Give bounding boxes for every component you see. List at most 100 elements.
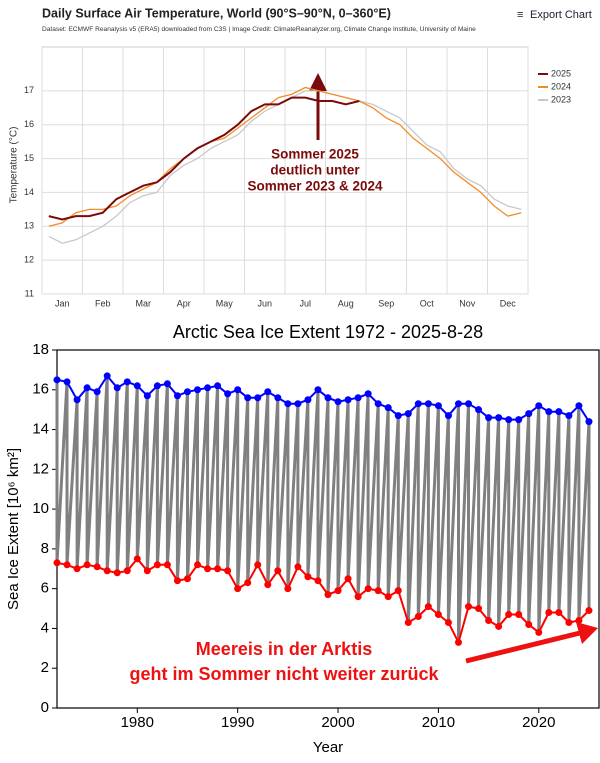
point bbox=[314, 577, 322, 585]
point bbox=[264, 581, 272, 589]
point bbox=[414, 400, 422, 408]
y-tick-label: 8 bbox=[41, 540, 49, 557]
point bbox=[93, 388, 101, 396]
point bbox=[404, 410, 412, 418]
point bbox=[163, 380, 171, 388]
point bbox=[505, 611, 513, 619]
point bbox=[284, 585, 292, 593]
x-tick-label: Aug bbox=[338, 298, 354, 308]
point bbox=[173, 577, 181, 585]
legend-label: 2024 bbox=[551, 81, 571, 91]
legend-label: 2025 bbox=[551, 68, 571, 78]
x-tick-label: 1980 bbox=[121, 714, 154, 731]
point bbox=[143, 567, 151, 575]
point bbox=[485, 616, 493, 624]
point bbox=[525, 620, 533, 628]
annotation: Sommer 2025 bbox=[271, 147, 359, 162]
point bbox=[374, 400, 382, 408]
point bbox=[394, 412, 402, 420]
point bbox=[224, 390, 232, 398]
chart-title: Arctic Sea Ice Extent 1972 - 2025-8-28 bbox=[173, 322, 483, 342]
point bbox=[163, 561, 171, 569]
y-tick-label: 12 bbox=[24, 255, 34, 265]
export-button[interactable]: ≡ Export Chart bbox=[517, 9, 592, 21]
point bbox=[364, 585, 372, 593]
point bbox=[73, 565, 81, 573]
y-tick-label: 14 bbox=[32, 421, 49, 438]
point bbox=[314, 386, 322, 394]
chart-subtitle: Dataset: ECMWF Reanalysis v5 (ERA5) down… bbox=[42, 26, 476, 33]
point bbox=[374, 587, 382, 595]
y-tick-label: 14 bbox=[24, 187, 34, 197]
export-label[interactable]: Export Chart bbox=[530, 9, 592, 21]
point bbox=[545, 408, 553, 416]
x-tick-label: Jul bbox=[299, 298, 311, 308]
y-tick-label: 18 bbox=[32, 341, 49, 358]
point bbox=[394, 587, 402, 595]
point bbox=[575, 402, 583, 410]
y-tick-label: 17 bbox=[24, 85, 34, 95]
point bbox=[354, 394, 362, 402]
y-tick-label: 6 bbox=[41, 580, 49, 597]
annotation-arrow bbox=[465, 630, 581, 664]
point bbox=[153, 561, 161, 569]
point bbox=[133, 382, 141, 390]
y-tick-label: 16 bbox=[32, 381, 49, 398]
point bbox=[334, 398, 342, 406]
point bbox=[244, 394, 252, 402]
point bbox=[264, 388, 272, 396]
point bbox=[53, 376, 61, 384]
point bbox=[103, 567, 111, 575]
point bbox=[535, 628, 543, 636]
point bbox=[103, 372, 111, 380]
menu-icon[interactable]: ≡ bbox=[517, 9, 523, 21]
y-tick-label: 15 bbox=[24, 153, 34, 163]
point bbox=[454, 638, 462, 646]
point bbox=[204, 384, 212, 392]
x-tick-label: Jun bbox=[257, 298, 272, 308]
point bbox=[63, 561, 71, 569]
point bbox=[173, 392, 181, 400]
point bbox=[434, 611, 442, 619]
point bbox=[364, 390, 372, 398]
annotation: geht im Sommer nicht weiter zurück bbox=[129, 664, 439, 684]
point bbox=[133, 555, 141, 563]
point bbox=[585, 418, 593, 426]
point bbox=[384, 593, 392, 601]
point bbox=[565, 412, 573, 420]
point bbox=[113, 384, 121, 392]
x-tick-label: 2000 bbox=[321, 714, 354, 731]
point bbox=[123, 378, 131, 386]
annotation: deutlich unter bbox=[270, 163, 360, 178]
series-line bbox=[48, 96, 360, 221]
y-tick-label: 2 bbox=[41, 659, 49, 676]
x-tick-label: 2020 bbox=[522, 714, 555, 731]
point bbox=[465, 400, 473, 408]
y-tick-label: 4 bbox=[41, 619, 49, 636]
point bbox=[194, 386, 202, 394]
point bbox=[153, 382, 161, 390]
point bbox=[204, 565, 212, 573]
point bbox=[224, 567, 232, 575]
point bbox=[234, 585, 242, 593]
point bbox=[254, 561, 262, 569]
point bbox=[575, 616, 583, 624]
point bbox=[93, 563, 101, 571]
point bbox=[404, 618, 412, 626]
x-tick-label: Apr bbox=[177, 298, 191, 308]
x-tick-label: Jan bbox=[55, 298, 70, 308]
x-tick-label: 2010 bbox=[422, 714, 455, 731]
point bbox=[244, 579, 252, 587]
point bbox=[254, 394, 262, 402]
x-tick-label: Mar bbox=[136, 298, 152, 308]
point bbox=[324, 591, 332, 599]
y-tick-label: 16 bbox=[24, 119, 34, 129]
point bbox=[274, 394, 282, 402]
x-tick-label: Dec bbox=[500, 298, 517, 308]
point bbox=[585, 607, 593, 615]
y-axis-label: Sea Ice Extent [10⁶ km²] bbox=[5, 448, 22, 610]
point bbox=[83, 561, 91, 569]
point bbox=[284, 400, 292, 408]
